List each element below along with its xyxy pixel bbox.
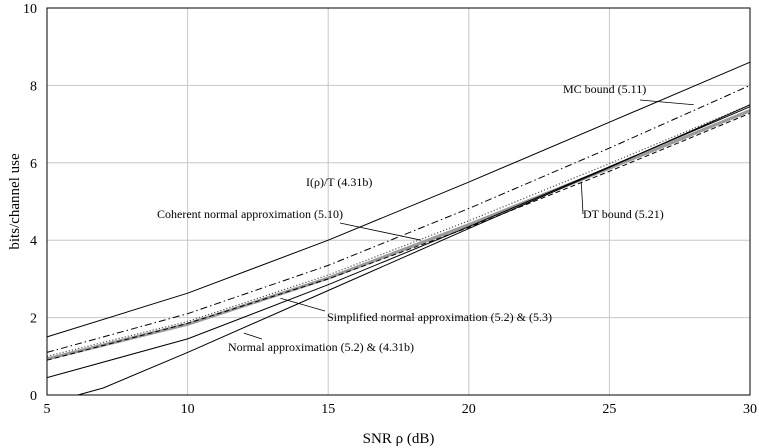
annotation-label: Simplified normal approximation (5.2) & … xyxy=(327,310,552,324)
x-tick-label: 5 xyxy=(44,402,51,417)
x-tick-label: 30 xyxy=(743,402,757,417)
annotation-leader-line xyxy=(280,297,326,312)
y-tick-label: 0 xyxy=(30,389,37,404)
x-tick-label: 10 xyxy=(181,402,195,417)
series-lines xyxy=(46,61,751,396)
annotation-leader-line xyxy=(580,182,584,215)
annotation-leader-line xyxy=(639,99,694,106)
series-line xyxy=(46,106,751,379)
series-line xyxy=(46,84,751,353)
annotation-label: Normal approximation (5.2) & (4.31b) xyxy=(228,340,414,354)
x-tick-label: 20 xyxy=(462,402,476,417)
tick-labels: 5 10 15 20 25 30 0 2 4 6 8 10 xyxy=(23,2,757,417)
annotation-leader-line xyxy=(339,222,422,241)
plot-frame xyxy=(46,7,751,396)
y-tick-label: 8 xyxy=(30,79,37,94)
y-tick-label: 2 xyxy=(30,312,37,327)
y-tick-label: 4 xyxy=(30,234,37,249)
grid xyxy=(47,8,750,395)
y-tick-label: 6 xyxy=(30,157,37,172)
x-axis-label: SNR ρ (dB) xyxy=(363,431,435,447)
series-line xyxy=(77,104,751,396)
series-line xyxy=(46,104,751,357)
series-line xyxy=(46,61,751,338)
x-tick-label: 25 xyxy=(602,402,616,417)
annotation-label: Coherent normal approximation (5.10) xyxy=(157,207,343,221)
annotations: MC bound (5.11) I(ρ)/T (4.31b) Coherent no… xyxy=(157,82,694,354)
y-tick-label: 10 xyxy=(23,2,37,17)
series-line xyxy=(46,112,751,361)
x-tick-label: 15 xyxy=(321,402,335,417)
y-axis-label: bits/channel use xyxy=(7,153,23,250)
annotation-label: I(ρ)/T (4.31b) xyxy=(306,175,372,189)
annotation-leader-line xyxy=(243,332,263,340)
annotation-label: DT bound (5.21) xyxy=(583,207,664,221)
annotation-label: MC bound (5.11) xyxy=(563,82,646,96)
